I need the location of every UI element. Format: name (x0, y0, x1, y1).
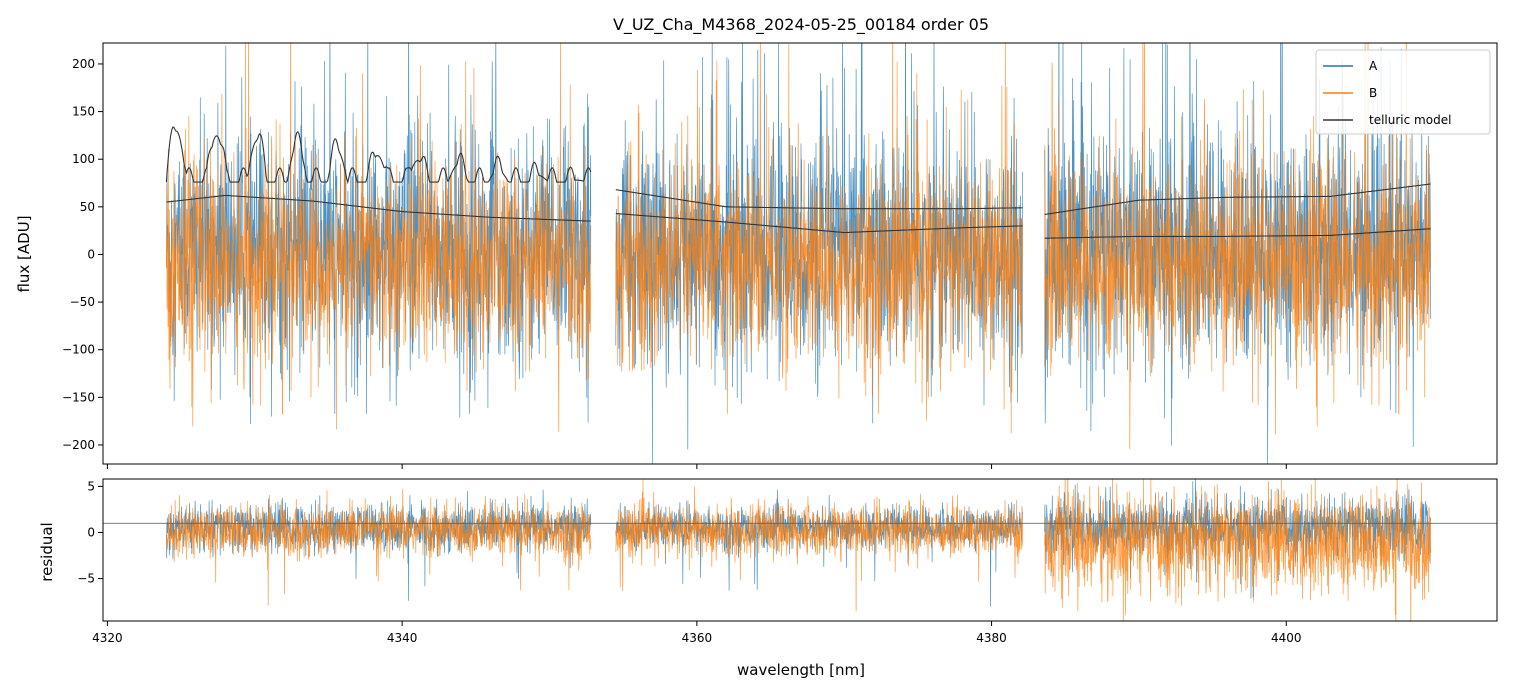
flux-y-tick-label: 50 (80, 200, 95, 214)
residual-y-tick-label: 0 (87, 525, 95, 539)
telluric-model-upper-segment-3 (1044, 183, 1431, 215)
residual-b-segment-1 (166, 488, 592, 606)
residual-x-tick-label: 4340 (387, 631, 418, 645)
telluric-model-lower-segment-3 (1044, 228, 1431, 239)
residual-panel: −5 0 5 4320 4340 4360 4380 4400 residual wavel… (38, 478, 1498, 679)
residual-x-tick-label: 4380 (976, 631, 1007, 645)
telluric-model-upper-segment-2 (615, 189, 1023, 210)
flux-y-tick-label: −100 (62, 343, 95, 357)
flux-y-ticks: −200 −150 −100 −50 0 50 100 150 200 (62, 57, 103, 452)
residual-axes-frame (102, 478, 1498, 622)
legend-frame (1315, 49, 1491, 135)
flux-axes-frame (102, 42, 1498, 465)
flux-y-tick-label: −150 (62, 390, 95, 404)
residual-plot-area (103, 479, 1497, 621)
residual-y-tick-label: −5 (77, 572, 95, 586)
series-b-segment-3 (1044, 43, 1432, 450)
flux-x-ticks (106, 464, 1287, 469)
residual-x-tick-label: 4400 (1271, 631, 1302, 645)
telluric-model-upper-segment-1 (165, 126, 592, 185)
x-axis-label: wavelength [nm] (737, 661, 865, 679)
chart-title: V_UZ_Cha_M4368_2024-05-25_00184 order 05 (613, 15, 989, 35)
residual-y-ticks: −5 0 5 (77, 479, 103, 586)
telluric-model-lower-segment-2 (615, 212, 1023, 234)
flux-y-tick-label: −200 (62, 438, 95, 452)
flux-y-tick-label: 100 (72, 152, 95, 166)
flux-panel: −200 −150 −100 −50 0 50 100 150 200 flux [ADU] A… (15, 42, 1498, 469)
flux-y-tick-label: −50 (70, 295, 95, 309)
residual-y-axis-label: residual (38, 522, 56, 581)
legend-label-a: A (1369, 59, 1378, 73)
residual-b-segment-3 (1044, 479, 1432, 621)
legend-label-b: B (1369, 86, 1377, 100)
residual-b-segment-2 (615, 479, 1023, 612)
legend: A B telluric model (1315, 49, 1491, 135)
residual-y-tick-label: 5 (87, 479, 95, 493)
flux-plot-area (165, 43, 1432, 464)
flux-y-tick-label: 0 (87, 247, 95, 261)
series-b-segment-2 (615, 43, 1023, 434)
flux-y-axis-label: flux [ADU] (15, 215, 33, 292)
residual-x-ticks: 4320 4340 4360 4380 4400 (92, 621, 1302, 645)
legend-label-telluric-model: telluric model (1369, 113, 1451, 127)
telluric-model-lower-segment-1 (166, 194, 591, 222)
residual-x-tick-label: 4320 (92, 631, 123, 645)
residual-x-tick-label: 4360 (682, 631, 713, 645)
series-b-segment-1 (166, 43, 592, 432)
flux-y-tick-label: 150 (72, 105, 95, 119)
flux-y-tick-label: 200 (72, 57, 95, 71)
